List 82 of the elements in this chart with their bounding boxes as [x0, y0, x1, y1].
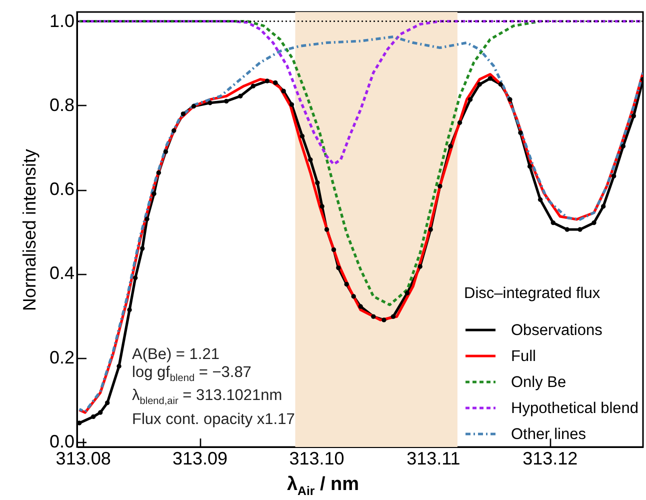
x-tick-label: 313.08	[56, 448, 111, 468]
x-tick-label: 313.10	[289, 448, 344, 468]
legend-label: Hypothetical blend	[511, 400, 639, 417]
point	[90, 414, 96, 420]
point	[477, 82, 482, 87]
x-tick-label: 313.11	[406, 448, 460, 468]
point	[238, 94, 243, 98]
point	[127, 308, 132, 312]
point	[140, 246, 145, 251]
point	[191, 104, 196, 109]
y-tick-label: 0.6	[49, 179, 74, 200]
point	[564, 227, 570, 232]
point	[518, 130, 523, 136]
point	[208, 100, 212, 106]
y-tick-label: 1.0	[49, 10, 74, 31]
legend-label: Full	[511, 348, 536, 365]
point	[578, 227, 582, 232]
point	[320, 204, 324, 209]
point	[331, 247, 336, 252]
legend-label: Only Be	[511, 374, 566, 391]
point	[438, 184, 442, 189]
point	[527, 164, 532, 169]
point	[289, 102, 294, 107]
point	[631, 114, 636, 118]
annotation: log gf$_{blend}$ = −3.87	[132, 364, 252, 386]
point	[224, 98, 229, 104]
point	[351, 294, 356, 299]
point	[281, 88, 286, 94]
point	[418, 264, 422, 269]
point	[144, 216, 150, 222]
legend-title: Disc–integrated flux	[464, 285, 600, 302]
point	[344, 282, 349, 287]
point	[550, 220, 556, 226]
point	[538, 197, 543, 202]
point	[163, 149, 168, 154]
point	[468, 97, 473, 102]
x-tick-label: 313.12	[522, 448, 578, 468]
x-axis-title: λ$_{Air}$ / nm	[286, 474, 360, 498]
point	[172, 128, 176, 133]
y-tick-label: 0.0	[49, 431, 74, 452]
point	[156, 170, 162, 176]
point	[315, 180, 320, 186]
point	[448, 144, 453, 149]
point	[152, 191, 156, 196]
annotation: λ$_{blend,air}$ = 313.1021nm	[132, 387, 284, 410]
legend-label: Other lines	[511, 426, 586, 443]
point	[390, 314, 396, 319]
point	[457, 120, 462, 125]
point	[273, 80, 278, 86]
point	[104, 400, 110, 406]
line-series	[78, 20, 643, 306]
annotation: A(Be) = 1.21	[132, 346, 220, 364]
point	[98, 410, 103, 415]
legend-label: Observations	[511, 322, 603, 339]
point	[498, 82, 503, 87]
point	[116, 364, 122, 369]
point	[336, 265, 341, 270]
y-tick-label: 0.4	[49, 263, 74, 284]
point	[264, 78, 270, 84]
point	[358, 304, 363, 309]
point	[371, 314, 376, 319]
y-tick-label: 0.2	[49, 347, 74, 368]
point	[488, 76, 492, 81]
point	[404, 290, 410, 296]
annotation: Flux cont. opacity x1.17	[132, 410, 295, 428]
point	[611, 174, 616, 178]
point	[133, 276, 138, 280]
point	[620, 144, 626, 149]
y-axis-title: Normalised intensity	[19, 148, 40, 312]
x-tick-label: 313.09	[172, 448, 228, 468]
point	[382, 318, 386, 322]
point	[428, 227, 433, 232]
y-tick-label: 0.8	[49, 94, 74, 115]
point	[250, 84, 256, 88]
point	[300, 134, 305, 138]
point	[592, 220, 596, 226]
line-series	[78, 20, 643, 166]
point	[308, 157, 313, 162]
point	[508, 97, 512, 102]
point	[324, 227, 330, 232]
point	[600, 204, 606, 209]
point	[180, 111, 186, 116]
